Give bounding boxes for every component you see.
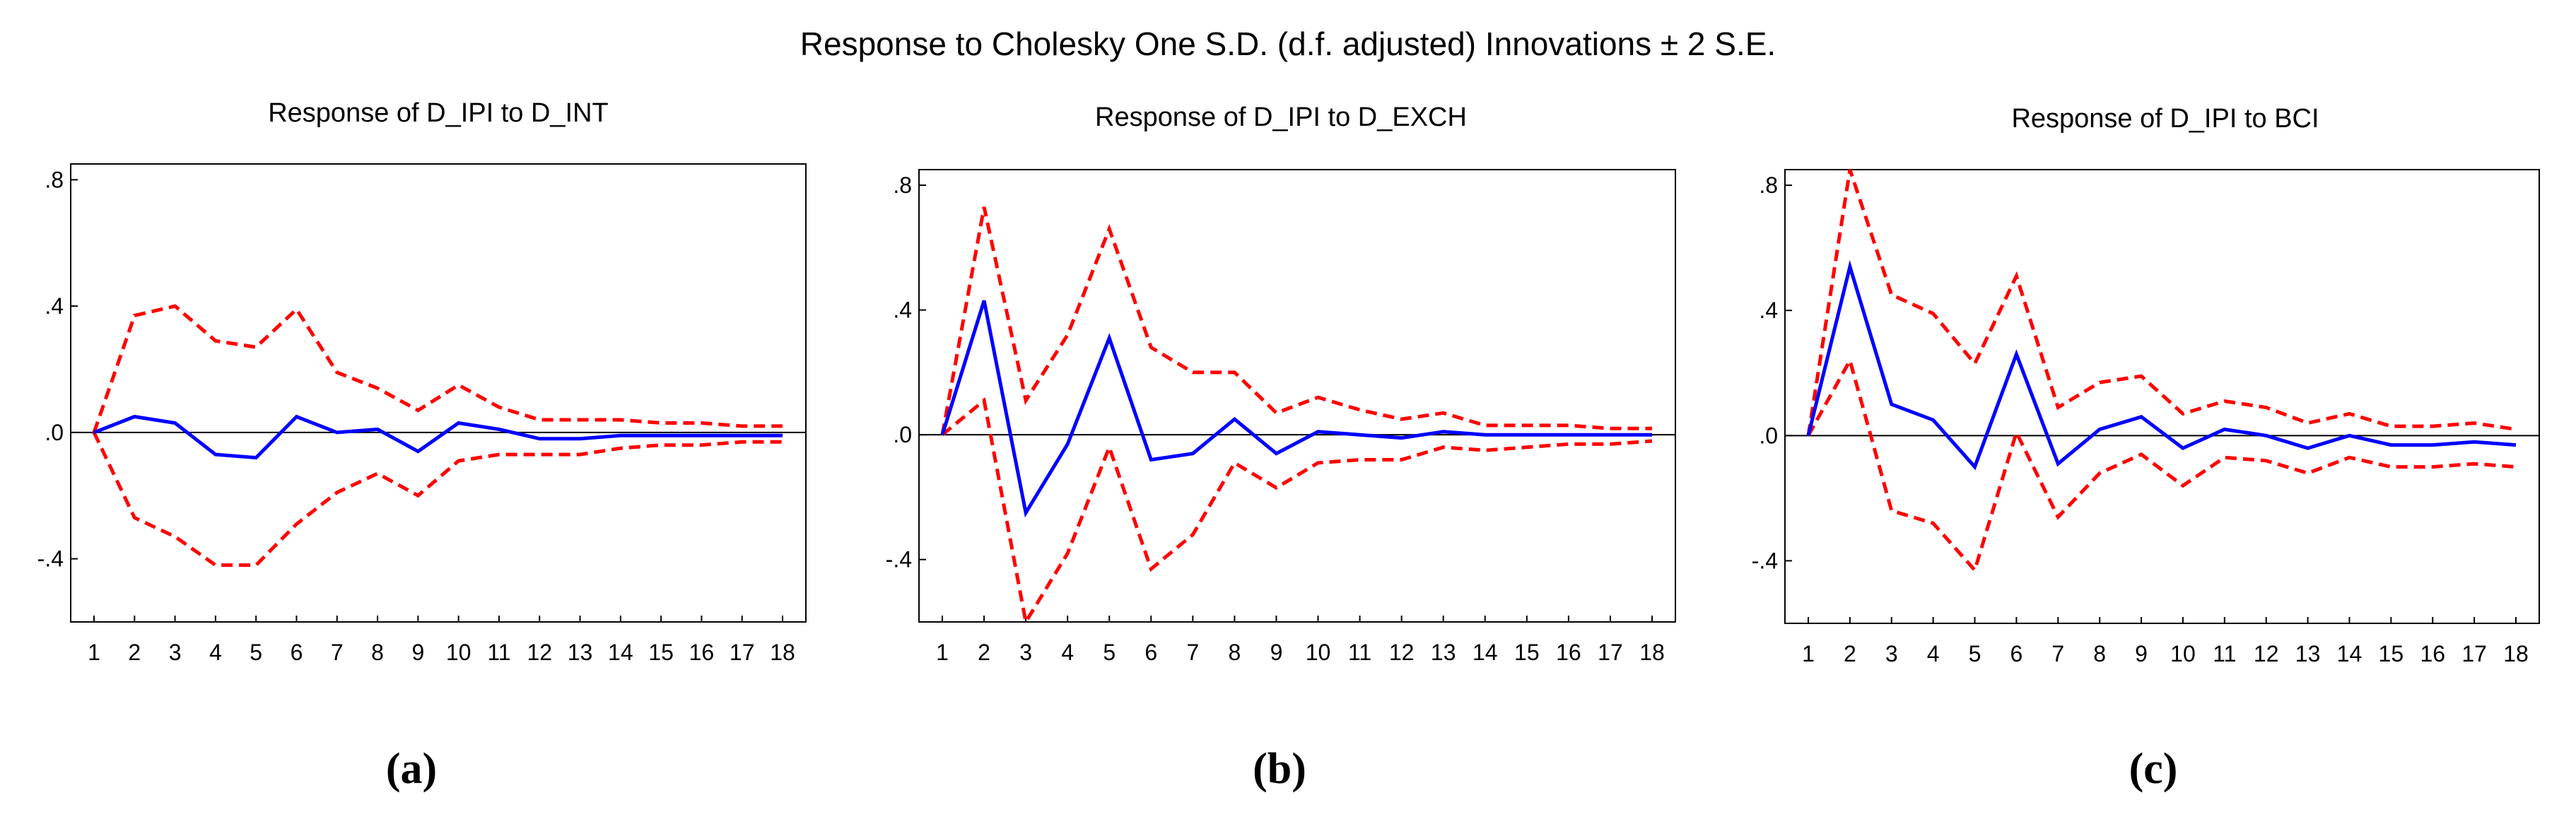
x-tick-label: 7 [1186, 640, 1199, 665]
y-tick-label: .4 [893, 298, 912, 323]
x-tick-label: 3 [169, 640, 182, 665]
x-tick-label: 11 [487, 640, 510, 665]
x-tick-label: 4 [209, 640, 222, 665]
x-tick-label: 11 [2213, 641, 2236, 666]
panel-title: Response of D_IPI to BCI [2011, 104, 2319, 134]
x-tick-label: 6 [1144, 640, 1157, 665]
plot-frame [1784, 169, 2540, 624]
x-tick-label: 2 [978, 640, 990, 665]
x-tick-label: 8 [371, 640, 384, 665]
y-tick-label: .0 [893, 422, 912, 447]
x-tick-label: 5 [250, 640, 262, 665]
x-tick-label: 15 [2379, 641, 2404, 666]
y-tick-label: .8 [45, 167, 64, 192]
y-tick-label: .8 [893, 172, 912, 198]
panel-2: Response of D_IPI to D_EXCH-.4.0.4.81 2 3 4… [886, 102, 1676, 793]
x-tick-label: 9 [2135, 641, 2148, 666]
x-tick-label: 6 [2010, 641, 2023, 666]
x-tick-label: 14 [1473, 640, 1498, 665]
response-line [1806, 259, 2517, 471]
x-tick-label: 2 [128, 640, 141, 665]
y-tick-label: .8 [1759, 172, 1778, 198]
panel-caption: (c) [2129, 745, 2178, 793]
x-tick-label: 13 [2295, 641, 2321, 666]
x-tick-label: 18 [770, 640, 795, 665]
figure-title: Response to Cholesky One S.D. (d.f. adju… [800, 25, 1776, 62]
x-tick-label: 9 [411, 640, 424, 665]
y-tick-label: -.4 [37, 546, 64, 572]
y-tick-label: .0 [45, 420, 64, 445]
x-tick-label: 2 [1844, 641, 1856, 666]
x-tick-label: 17 [2461, 641, 2487, 666]
x-tick-label: 10 [2170, 641, 2196, 666]
x-tick-label: 12 [1389, 640, 1415, 665]
x-tick-label: 6 [291, 640, 303, 665]
x-tick-label: 10 [1306, 640, 1331, 665]
panel-caption: (a) [386, 745, 437, 793]
x-tick-label: 5 [1969, 641, 1981, 666]
panel-3: Response of D_IPI to BCI-.4.0.4.81 2 3 4 5 6 7… [1752, 104, 2540, 793]
lower-band-line [1806, 355, 2517, 574]
y-tick-label: -.4 [886, 547, 912, 572]
x-tick-label: 18 [1639, 640, 1665, 665]
x-tick-label: 1 [88, 640, 100, 665]
x-tick-label: 16 [689, 640, 715, 665]
x-tick-label: 5 [1103, 640, 1116, 665]
lower-band-line [941, 396, 1653, 627]
upper-band-line [1806, 169, 2517, 436]
y-tick-label: -.4 [1752, 548, 1778, 573]
x-tick-label: 3 [1019, 640, 1032, 665]
x-tick-label: 8 [1229, 640, 1241, 665]
x-tick-label: 14 [2337, 641, 2363, 666]
x-tick-label: 12 [2254, 641, 2279, 666]
y-tick-label: .4 [45, 293, 64, 319]
x-tick-label: 16 [1556, 640, 1581, 665]
response-line [93, 414, 783, 460]
x-tick-label: 17 [730, 640, 755, 665]
x-tick-label: 12 [527, 640, 552, 665]
x-tick-label: 14 [608, 640, 633, 665]
x-tick-label: 10 [446, 640, 472, 665]
x-tick-label: 1 [1802, 641, 1815, 666]
x-tick-label: 11 [1348, 640, 1371, 665]
panel-1: Response of D_IPI to D_INT-.4.0.4.81 2 3 4 5… [37, 98, 807, 793]
response-line [940, 300, 1652, 518]
upper-band-line [92, 304, 783, 433]
x-tick-label: 13 [568, 640, 593, 665]
x-tick-label: 9 [1270, 640, 1283, 665]
plot-frame [70, 163, 807, 623]
x-tick-label: 17 [1598, 640, 1623, 665]
x-tick-label: 7 [331, 640, 344, 665]
panel-title: Response of D_IPI to D_INT [268, 98, 609, 128]
x-tick-label: 3 [1885, 641, 1898, 666]
x-tick-label: 7 [2051, 641, 2064, 666]
panel-caption: (b) [1253, 745, 1306, 793]
x-tick-label: 13 [1431, 640, 1456, 665]
x-tick-label: 15 [648, 640, 674, 665]
x-tick-label: 18 [2503, 641, 2529, 666]
x-tick-label: 4 [1061, 640, 1074, 665]
upper-band-line [940, 206, 1652, 435]
y-tick-label: .0 [1759, 423, 1778, 448]
plot-frame [918, 169, 1676, 623]
y-tick-label: .4 [1759, 298, 1778, 323]
x-tick-label: 16 [2420, 641, 2445, 666]
x-tick-label: 15 [1514, 640, 1540, 665]
x-tick-label: 8 [2093, 641, 2106, 666]
x-tick-label: 1 [936, 640, 949, 665]
x-tick-label: 4 [1927, 641, 1940, 666]
panel-title: Response of D_IPI to D_EXCH [1095, 102, 1467, 132]
lower-band-line [92, 431, 783, 568]
